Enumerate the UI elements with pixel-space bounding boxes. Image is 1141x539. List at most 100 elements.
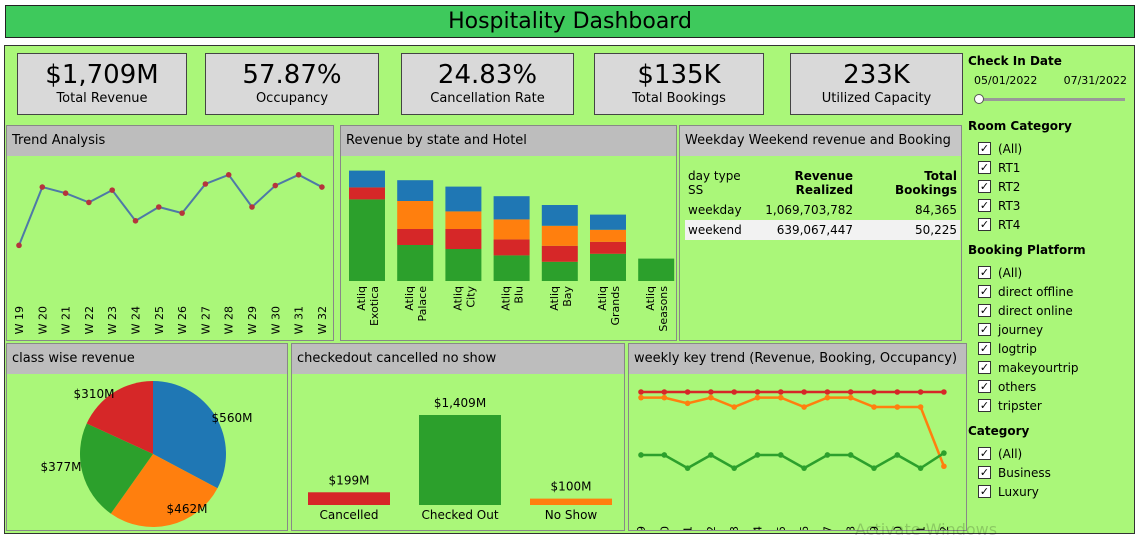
- revenue-by-hotel-panel: Revenue by state and Hotel Atliq Exotica A…: [340, 125, 677, 341]
- booking-platform-option[interactable]: ✓ makeyourtrip: [968, 358, 1133, 377]
- key-trend-point: [778, 394, 784, 401]
- key-trend-point: [801, 389, 807, 395]
- checkbox-checked-icon[interactable]: ✓: [978, 342, 991, 355]
- week-tick-label: W 23: [106, 306, 119, 334]
- key-trend-point: [847, 452, 854, 458]
- hotel-tick-label: Exotica: [368, 286, 381, 326]
- booking-platform-option[interactable]: ✓ direct offline: [968, 282, 1133, 301]
- kpi-label: Cancellation Rate: [430, 91, 545, 106]
- room-category-option[interactable]: ✓ RT1: [968, 158, 1133, 177]
- booking-platform-option[interactable]: ✓ logtrip: [968, 339, 1133, 358]
- hotel-bar-blue-segment: [397, 180, 434, 201]
- trend-point: [16, 242, 22, 249]
- date-from[interactable]: 05/01/2022: [974, 74, 1038, 87]
- key-trend-point: [638, 394, 644, 401]
- checkbox-checked-icon[interactable]: ✓: [978, 180, 991, 193]
- dashboard-board: $1,709M Total Revenue 57.87% Occupancy 2…: [4, 45, 1135, 539]
- checkbox-checked-icon[interactable]: ✓: [978, 304, 991, 317]
- date-to[interactable]: 07/31/2022: [1063, 74, 1127, 87]
- table-row[interactable]: weekend 639,067,447 50,225: [685, 220, 960, 240]
- key-trend-point: [871, 404, 877, 410]
- checkbox-checked-icon[interactable]: ✓: [978, 218, 991, 231]
- booking-platform-option[interactable]: ✓ tripster: [968, 396, 1133, 415]
- hotel-bar-orange-segment: [493, 219, 530, 240]
- checkbox-checked-icon[interactable]: ✓: [978, 447, 991, 460]
- class-wise-revenue-panel: class wise revenue $560M $462M $377M $310M: [6, 343, 288, 531]
- category-option[interactable]: ✓ Business: [968, 463, 1133, 482]
- status-bar-value-label: $199M: [329, 473, 370, 487]
- hotel-tick-label: Seasons: [657, 286, 670, 332]
- room-category-option[interactable]: ✓ RT3: [968, 196, 1133, 215]
- key-trend-point: [754, 389, 761, 395]
- kpi-total-revenue: $1,709M Total Revenue: [17, 53, 187, 115]
- booking-platform-option-label: direct online: [998, 303, 1073, 318]
- checkbox-checked-icon[interactable]: ✓: [978, 361, 991, 374]
- date-range: 05/01/2022 07/31/2022: [968, 74, 1133, 87]
- hotel-tick-label: Atliq: [548, 286, 561, 311]
- checkbox-checked-icon[interactable]: ✓: [978, 485, 991, 498]
- week-tick-label: W 30: [891, 526, 904, 530]
- panel-title: Trend Analysis: [7, 126, 333, 156]
- room-category-option[interactable]: ✓ (All): [968, 139, 1133, 158]
- hotel-tick-label: Atliq: [644, 286, 657, 311]
- cell-revenue: 1,069,703,782: [765, 203, 854, 217]
- hotel-tick-label: Atliq: [500, 286, 513, 311]
- pie-slice-label: $462M: [167, 502, 208, 516]
- checkbox-checked-icon[interactable]: ✓: [978, 142, 991, 155]
- key-trend-point: [778, 452, 784, 458]
- booking-platform-option[interactable]: ✓ (All): [968, 263, 1133, 282]
- key-trend-point: [941, 450, 947, 456]
- booking-platform-option-label: makeyourtrip: [998, 360, 1079, 375]
- week-tick-label: W 22: [705, 526, 718, 530]
- category-title: Category: [968, 424, 1030, 438]
- hotel-bar-green-segment: [493, 255, 530, 281]
- kpi-label: Total Bookings: [632, 91, 726, 106]
- category-option-label: (All): [998, 446, 1023, 461]
- hotel-bar-orange-segment: [445, 211, 482, 229]
- key-trend-point: [731, 389, 737, 395]
- room-category-option-label: RT2: [998, 179, 1021, 194]
- week-tick-label: W 24: [130, 306, 143, 334]
- cell-bookings: 84,365: [915, 203, 957, 217]
- key-trend-point: [754, 394, 761, 401]
- checkbox-checked-icon[interactable]: ✓: [978, 466, 991, 479]
- trend-point: [132, 218, 139, 224]
- key-trend-line: [641, 396, 946, 467]
- pie-slice: [110, 454, 218, 527]
- week-tick-label: W 32: [316, 306, 329, 334]
- hotel-bar-green-segment: [397, 245, 434, 281]
- status-bar: [530, 498, 612, 505]
- key-trend-point: [801, 465, 807, 471]
- trend-point: [295, 172, 302, 178]
- key-trend-point: [661, 452, 668, 458]
- trend-analysis-chart: W 19 W 20 W 21 W 22 W 23 W 24 W 25 W 26 W 27 W 28…: [13, 172, 329, 334]
- room-category-option-label: RT3: [998, 198, 1021, 213]
- category-option[interactable]: ✓ Luxury: [968, 482, 1133, 501]
- room-category-option[interactable]: ✓ RT2: [968, 177, 1133, 196]
- booking-platform-option[interactable]: ✓ journey: [968, 320, 1133, 339]
- room-category-option[interactable]: ✓ RT4: [968, 215, 1133, 234]
- category-option[interactable]: ✓ (All): [968, 444, 1133, 463]
- checkbox-checked-icon[interactable]: ✓: [978, 199, 991, 212]
- weekday-weekend-table: day type SS Revenue Realized Total Bookin…: [685, 166, 960, 240]
- checkbox-checked-icon[interactable]: ✓: [978, 399, 991, 412]
- checkbox-checked-icon[interactable]: ✓: [978, 161, 991, 174]
- checkbox-checked-icon[interactable]: ✓: [978, 266, 991, 279]
- col-revenue-line2: Realized: [795, 183, 854, 197]
- trend-line: [18, 173, 323, 246]
- booking-platform-option[interactable]: ✓ direct online: [968, 301, 1133, 320]
- checkbox-checked-icon[interactable]: ✓: [978, 380, 991, 393]
- key-trend-point: [708, 389, 714, 395]
- key-trend-point: [684, 400, 691, 407]
- checkbox-checked-icon[interactable]: ✓: [978, 285, 991, 298]
- slider-handle-start[interactable]: [974, 94, 984, 104]
- date-range-slider[interactable]: [974, 91, 1127, 107]
- filters-sidebar: Check In Date 05/01/2022 07/31/2022 Room…: [968, 54, 1133, 501]
- booking-platform-option[interactable]: ✓ others: [968, 377, 1133, 396]
- booking-platform-option-label: journey: [998, 322, 1044, 337]
- hotel-tick-label: Grands: [609, 286, 622, 326]
- checkbox-checked-icon[interactable]: ✓: [978, 323, 991, 336]
- booking-platform-option-label: others: [998, 379, 1037, 394]
- hotel-tick-label: Atliq: [451, 286, 464, 311]
- table-row[interactable]: weekday 1,069,703,782 84,365: [685, 200, 960, 220]
